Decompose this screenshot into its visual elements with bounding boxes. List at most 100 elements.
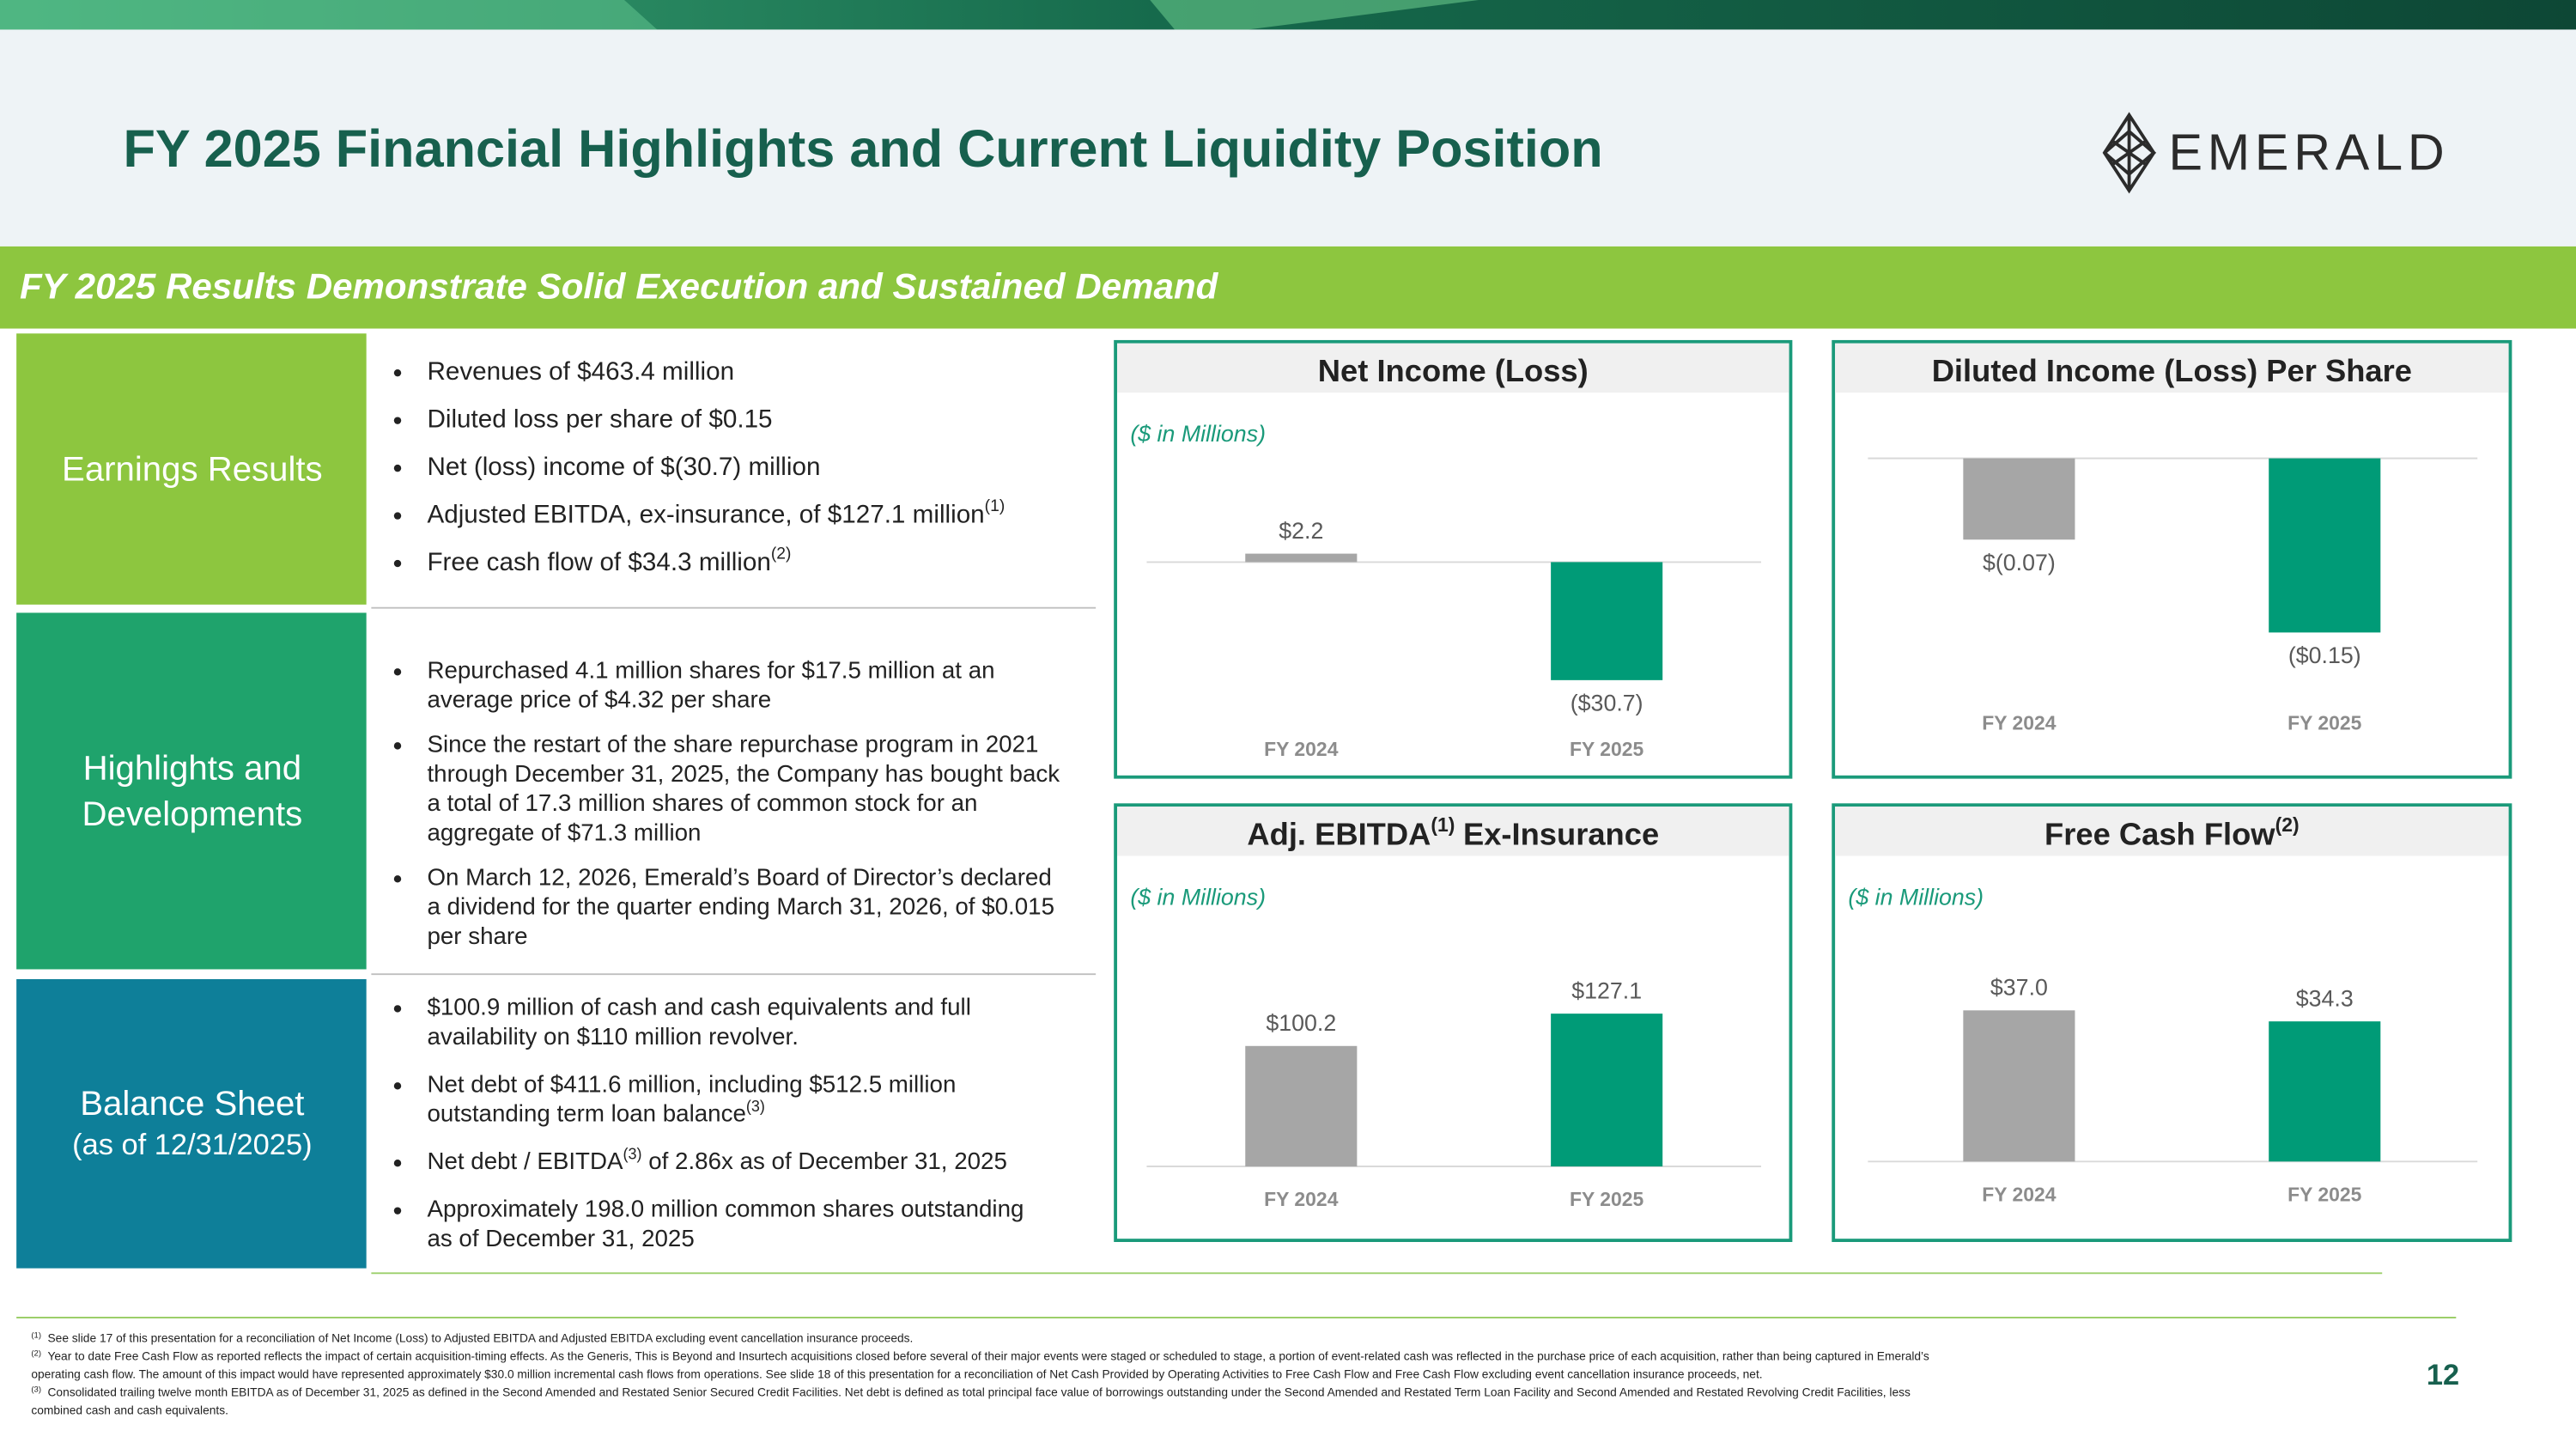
text-run: as of December 31, 2025: [427, 1225, 694, 1251]
logo: [2102, 112, 2157, 194]
page-number: 12: [2427, 1359, 2459, 1391]
footnote-marker: (1): [31, 1331, 41, 1341]
chart-title: Adj. EBITDA(1) Ex-Insurance: [1247, 813, 1659, 851]
section-box: [16, 978, 367, 1269]
x-tick-label: FY 2024: [1264, 738, 1339, 760]
footnote-marker: (2): [31, 1349, 41, 1359]
bullet: [393, 464, 402, 472]
bullet: [393, 559, 402, 568]
bullet-text: per share: [427, 922, 527, 949]
superscript: (3): [746, 1098, 765, 1115]
chart-title: Free Cash Flow(2): [2044, 813, 2300, 851]
bullet-text: Approximately 198.0 million common share…: [427, 1196, 1024, 1222]
bullet: [393, 1082, 402, 1090]
chart-frame: [1832, 803, 2512, 1242]
bar: [2269, 458, 2381, 633]
bar: [2269, 1021, 2381, 1162]
bullet-text: aggregate of $71.3 million: [427, 819, 701, 846]
x-tick-label: FY 2025: [2287, 1184, 2362, 1206]
bullet-text: as of December 31, 2025: [427, 1225, 694, 1251]
bullet-text: Free cash flow of $34.3 million(2): [427, 545, 791, 576]
chart-subtitle: ($ in Millions): [1130, 884, 1266, 910]
text-run: Ex-Insurance: [1463, 816, 1659, 851]
footnote-text: operating cash flow. The amount of this …: [31, 1368, 1762, 1381]
bullet: [393, 512, 402, 520]
text-run: Since the restart of the share repurchas…: [427, 731, 1038, 758]
text-run: On March 12, 2026, Emerald’s Board of Di…: [427, 864, 1051, 891]
text-run: Net (loss) income of $(30.7) million: [427, 453, 820, 481]
text-run: per share: [427, 922, 527, 949]
logo-mark: [2111, 139, 2147, 166]
chart-frame: [1114, 339, 1793, 779]
data-label: $34.3: [2296, 985, 2354, 1011]
bullet: [393, 1207, 402, 1215]
bullet-text: On March 12, 2026, Emerald’s Board of Di…: [427, 864, 1051, 891]
data-label: $(0.07): [1983, 550, 2056, 575]
bullet: [393, 417, 402, 424]
bullet: [393, 668, 402, 676]
bar: [1245, 1045, 1358, 1167]
bullet-text: Repurchased 4.1 million shares for $17.5…: [427, 657, 994, 684]
bullet: [393, 875, 402, 883]
text-run: Net Income (Loss): [1318, 353, 1589, 388]
section-box: [16, 612, 367, 970]
text-run: Adj. EBITDA: [1247, 816, 1431, 851]
bullet-text: Net debt of $411.6 million, including $5…: [427, 1071, 956, 1098]
bar: [1551, 562, 1663, 680]
section-label: Developments: [82, 795, 302, 833]
footnote-marker: (3): [31, 1385, 41, 1395]
bar: [1245, 553, 1358, 563]
x-tick-label: FY 2025: [2287, 712, 2362, 734]
text-run: average price of $4.32 per share: [427, 686, 771, 713]
bullet-text: outstanding term loan balance(3): [427, 1098, 764, 1127]
text-run: Repurchased 4.1 million shares for $17.5…: [427, 657, 994, 684]
text-run: Net debt of $411.6 million, including $5…: [427, 1071, 956, 1098]
bullet-text: a dividend for the quarter ending March …: [427, 893, 1054, 920]
text-run: a total of 17.3 million shares of common…: [427, 790, 977, 817]
bullet: [393, 1159, 402, 1167]
section-label: (as of 12/31/2025): [72, 1129, 312, 1161]
x-tick-label: FY 2024: [1982, 1184, 2057, 1206]
superscript: (2): [2275, 813, 2300, 836]
header-background: [0, 29, 2576, 247]
footnote-text: Year to date Free Cash Flow as reported …: [47, 1350, 1929, 1363]
text-run: availability on $110 million revolver.: [427, 1023, 799, 1050]
x-tick-label: FY 2024: [1264, 1188, 1339, 1210]
logo-text: EMERALD: [2169, 123, 2450, 180]
chart-title: Net Income (Loss): [1318, 353, 1589, 388]
top-bar-accent: [0, 0, 658, 30]
bullet-text: Net debt / EBITDA(3) of 2.86x as of Dece…: [427, 1145, 1006, 1174]
data-label: $127.1: [1571, 977, 1642, 1003]
bar: [1963, 1010, 2075, 1162]
text-run: of 2.86x as of December 31, 2025: [642, 1148, 1007, 1175]
chart-header: [1117, 343, 1789, 393]
superscript: (1): [985, 497, 1005, 515]
page-title: FY 2025 Financial Highlights and Current…: [123, 119, 1602, 178]
section-label: Balance Sheet: [80, 1084, 304, 1123]
data-label: ($30.7): [1571, 691, 1643, 716]
bullet-text: through December 31, 2025, the Company h…: [427, 760, 1060, 787]
bullet-text: Since the restart of the share repurchas…: [427, 731, 1038, 758]
text-run: Adjusted EBITDA, ex-insurance, of $127.1…: [427, 500, 984, 528]
data-label: $100.2: [1266, 1010, 1336, 1036]
section-box: [16, 333, 367, 605]
bullet: [393, 742, 402, 750]
data-label: ($0.15): [2288, 642, 2361, 668]
chart-subtitle: ($ in Millions): [1130, 421, 1266, 447]
x-tick-label: FY 2024: [1982, 712, 2057, 734]
data-label: $37.0: [1990, 975, 2048, 1001]
x-tick-label: FY 2025: [1570, 738, 1644, 760]
text-run: Net debt / EBITDA: [427, 1148, 623, 1175]
text-run: $100.9 million of cash and cash equivale…: [427, 994, 970, 1020]
text-run: Diluted Income (Loss) Per Share: [1932, 353, 2412, 388]
footnote-text: Consolidated trailing twelve month EBITD…: [47, 1386, 1911, 1399]
bullet-text: availability on $110 million revolver.: [427, 1023, 799, 1050]
text-run: Free cash flow of $34.3 million: [427, 548, 770, 576]
bullet: [393, 1005, 402, 1013]
text-run: through December 31, 2025, the Company h…: [427, 760, 1060, 787]
chart-header: [1117, 807, 1789, 856]
x-tick-label: FY 2025: [1570, 1188, 1644, 1210]
chart-header: [1835, 807, 2509, 856]
chart-header: [1835, 343, 2509, 393]
